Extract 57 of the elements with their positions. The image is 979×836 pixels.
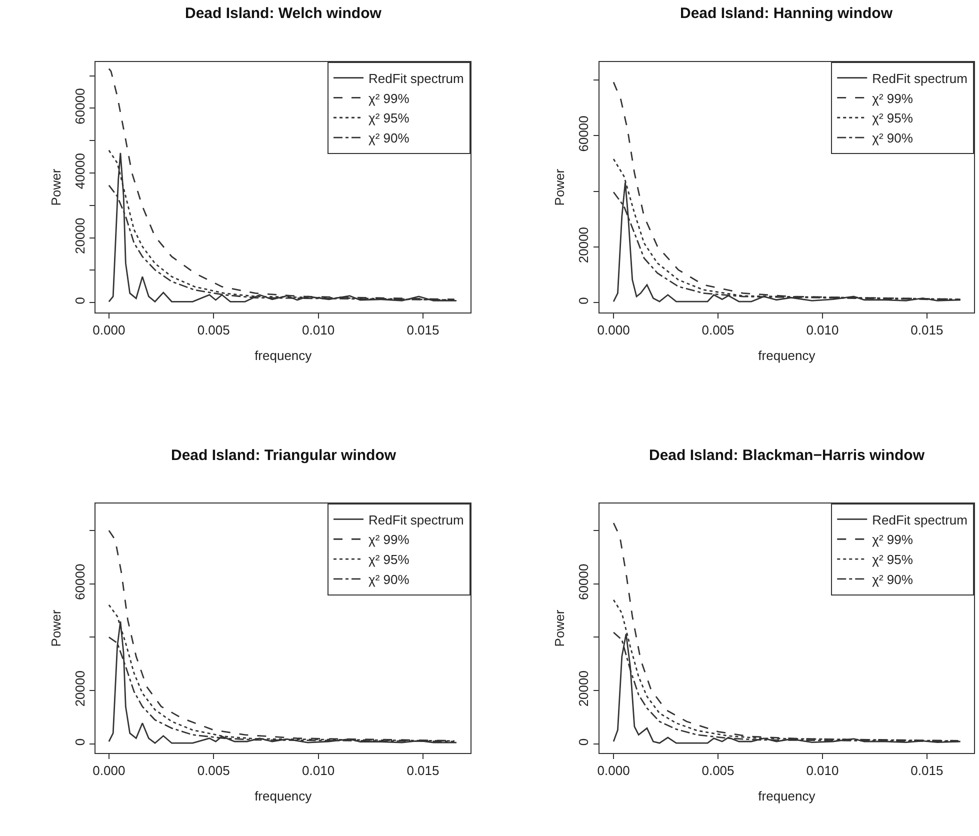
legend-label: χ² 99%	[368, 90, 410, 106]
y-tick-label: 0	[576, 738, 592, 746]
x-tick-label: 0.010	[302, 762, 335, 778]
x-tick-label: 0.010	[302, 322, 335, 338]
legend-label: χ² 99%	[872, 532, 914, 548]
x-axis-title: frequency	[254, 348, 312, 363]
legend-label: RedFit spectrum	[872, 512, 968, 528]
y-tick-label: 60000	[72, 564, 88, 600]
y-tick-label: 60000	[576, 564, 592, 600]
x-axis-title: frequency	[758, 348, 816, 363]
y-tick-label: 20000	[576, 226, 592, 264]
chart-title: Dead Island: Welch window	[185, 5, 382, 22]
legend-label: RedFit spectrum	[368, 512, 464, 528]
y-axis-title: Power	[48, 168, 64, 206]
chart-title: Dead Island: Triangular window	[171, 447, 396, 464]
y-tick-label: 0	[576, 297, 592, 304]
y-axis-title: Power	[552, 609, 568, 647]
legend-label: χ² 99%	[872, 90, 914, 106]
x-axis-title: frequency	[254, 788, 312, 804]
legend-label: χ² 95%	[872, 552, 914, 568]
x-tick-label: 0.010	[806, 762, 839, 778]
x-tick-label: 0.015	[910, 762, 944, 778]
y-tick-label: 40000	[72, 152, 88, 190]
x-tick-label: 0.015	[406, 762, 440, 778]
chart-title: Dead Island: Hanning window	[680, 5, 893, 22]
chart-title: Dead Island: Blackman−Harris window	[649, 447, 925, 464]
y-tick-label: 60000	[576, 116, 592, 152]
x-tick-label: 0.015	[910, 322, 944, 338]
x-tick-label: 0.005	[702, 322, 734, 338]
y-tick-label: 0	[72, 738, 88, 746]
y-axis-title: Power	[552, 168, 568, 206]
legend-label: χ² 95%	[368, 110, 410, 126]
legend-label: RedFit spectrum	[872, 70, 968, 86]
y-axis-title: Power	[48, 609, 64, 647]
legend-label: χ² 90%	[872, 572, 914, 587]
x-tick-label: 0.005	[197, 762, 230, 778]
y-tick-label: 20000	[72, 670, 88, 707]
legend-label: χ² 99%	[368, 532, 410, 548]
x-tick-label: 0.005	[197, 322, 230, 338]
x-tick-label: 0.000	[92, 322, 126, 338]
y-tick-label: 60000	[72, 88, 88, 124]
x-tick-label: 0.000	[92, 762, 126, 778]
legend-label: χ² 95%	[872, 110, 914, 126]
x-tick-label: 0.000	[597, 762, 630, 778]
x-tick-label: 0.015	[406, 322, 440, 338]
legend-label: χ² 90%	[872, 130, 914, 146]
legend-label: χ² 95%	[368, 552, 410, 568]
legend-label: RedFit spectrum	[368, 70, 464, 86]
y-tick-label: 20000	[72, 218, 88, 254]
x-axis-title: frequency	[758, 788, 816, 804]
x-tick-label: 0.010	[806, 322, 839, 338]
legend-label: χ² 90%	[368, 572, 410, 587]
x-tick-label: 0.005	[702, 762, 734, 778]
y-tick-label: 0	[72, 297, 88, 304]
legend-label: χ² 90%	[368, 130, 410, 146]
y-tick-label: 20000	[576, 670, 592, 707]
x-tick-label: 0.000	[597, 322, 630, 338]
